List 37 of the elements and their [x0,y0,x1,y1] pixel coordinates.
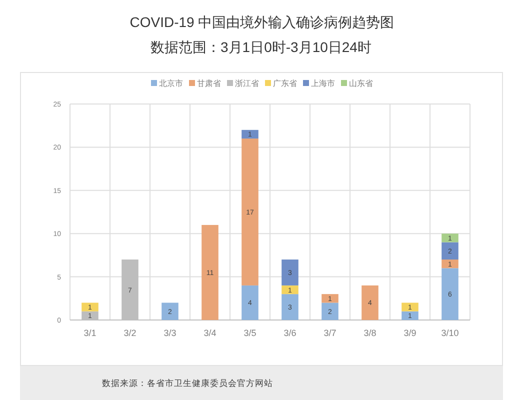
bar [322,302,338,320]
bar [82,302,98,312]
x-tick-label: 3/7 [324,328,336,338]
x-tick-label: 3/6 [284,328,296,338]
x-tick-label: 3/10 [441,328,459,338]
legend-label: 浙江省 [235,79,259,88]
bar [322,294,338,303]
x-tick-label: 3/2 [124,328,136,338]
bar [242,138,258,286]
x-tick-label: 3/5 [244,328,256,338]
bar [402,302,418,312]
bar [162,302,178,320]
bar [282,294,298,320]
x-tick-label: 3/8 [364,328,376,338]
bar [242,285,258,320]
x-tick-label: 3/9 [404,328,416,338]
chart-title: COVID-19 中国由境外输入确诊病例趋势图 [130,14,394,30]
bar [442,260,458,268]
bar [202,224,218,320]
x-tick-label: 3/3 [164,328,176,338]
x-tick-label: 3/4 [204,328,216,338]
source-note: 数据来源：各省市卫生健康委员会官方网站 [102,378,273,388]
legend-label: 山东省 [349,79,373,88]
bar [402,311,418,320]
bar [442,268,458,320]
legend-label: 广东省 [273,79,297,88]
bar [442,242,458,260]
bar [242,130,258,139]
bar [282,260,298,286]
chart-subtitle: 数据范围：3月1日0时-3月10日24时 [150,39,372,55]
x-tick-label: 3/1 [84,328,96,338]
legend-label: 北京市 [159,79,183,88]
bar [362,285,378,320]
legend-label: 甘肃省 [197,79,221,88]
bar [282,285,298,294]
legend-label: 上海市 [311,79,335,88]
bar [442,234,458,242]
